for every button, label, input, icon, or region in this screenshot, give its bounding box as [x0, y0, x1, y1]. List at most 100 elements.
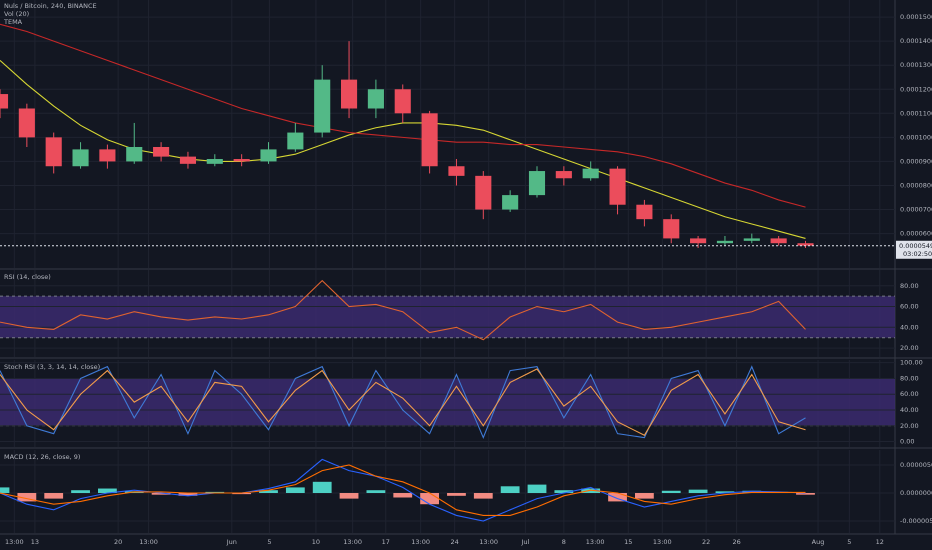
- candle-body: [528, 171, 546, 196]
- histogram-bar: [661, 490, 681, 494]
- x-tick-label: 13:00: [139, 538, 158, 546]
- y-tick-label: 0.00011000: [900, 109, 932, 117]
- x-tick-label: 5: [847, 538, 851, 546]
- x-tick-label: 13:00: [343, 538, 362, 546]
- x-tick-label: Jul: [520, 538, 529, 546]
- y-tick-label: 0.00010000: [900, 133, 932, 141]
- x-tick-label: 15: [624, 538, 632, 546]
- candle-body: [797, 243, 814, 246]
- indicator-line: [0, 458, 806, 522]
- y-tick-label: 0.00: [900, 438, 914, 446]
- candle-body: [421, 113, 438, 167]
- indicator-label: Vol (20): [4, 10, 29, 18]
- y-tick-label: 0.00009000: [900, 157, 932, 165]
- histogram-bar: [473, 493, 493, 499]
- x-tick-label: Aug: [812, 538, 825, 546]
- candle-body: [287, 132, 304, 150]
- candle-body: [45, 137, 62, 167]
- histogram-bar: [688, 489, 708, 494]
- x-tick-label: 13:00: [479, 538, 498, 546]
- candle-body: [126, 146, 143, 162]
- histogram-bar: [796, 493, 815, 495]
- y-tick-label: 0.00000500: [900, 461, 932, 469]
- histogram-bar: [151, 493, 171, 495]
- histogram-bar: [500, 486, 520, 494]
- symbol-title: Nuls / Bitcoin, 240, BINANCE: [4, 2, 97, 10]
- candle-body: [340, 79, 358, 109]
- y-tick-label: 0.00007000: [900, 206, 932, 214]
- candle-body: [743, 238, 760, 241]
- histogram-bar: [0, 487, 10, 494]
- candle-body: [609, 168, 626, 205]
- y-tick-label: 0.00000000: [900, 489, 932, 497]
- histogram-bar: [366, 490, 386, 494]
- histogram-bar: [285, 487, 305, 494]
- x-tick-label: 8: [562, 538, 566, 546]
- histogram-bar: [178, 493, 198, 496]
- x-tick-label: 20: [114, 538, 122, 546]
- histogram-bar: [339, 493, 359, 499]
- candle-body: [314, 79, 331, 133]
- y-tick-label: 0.00013000: [900, 61, 932, 69]
- candle-body: [18, 108, 35, 138]
- x-tick-label: 12: [876, 538, 884, 546]
- candle-body: [179, 156, 197, 164]
- histogram-bar: [98, 488, 117, 494]
- histogram-bar: [232, 493, 252, 495]
- x-tick-label: 13:00: [411, 538, 430, 546]
- y-tick-label: 20.00: [900, 422, 919, 430]
- histogram-bar: [312, 481, 332, 494]
- y-tick-label: 60.00: [900, 390, 919, 398]
- candle-body: [636, 204, 653, 220]
- candle-body: [72, 149, 89, 167]
- candle-body: [153, 146, 170, 157]
- y-tick-label: 0.00012000: [900, 85, 932, 93]
- candle-body: [555, 171, 572, 179]
- histogram-bar: [715, 491, 735, 494]
- indicator-line: [0, 464, 806, 516]
- histogram-bar: [635, 493, 654, 499]
- x-tick-label: 17: [382, 538, 390, 546]
- y-tick-label: 0.00014000: [900, 37, 932, 45]
- y-tick-label: 20.00: [900, 344, 919, 352]
- candle-body: [206, 159, 223, 164]
- candle-body: [0, 94, 9, 109]
- y-tick-label: 100.00: [900, 359, 923, 367]
- x-tick-label: 24: [451, 538, 459, 546]
- pane-title: Stoch RSI (3, 3, 14, 14, close): [4, 363, 100, 371]
- y-tick-label: -0.00000500: [900, 517, 932, 525]
- histogram-bar: [527, 484, 547, 494]
- x-tick-label: Jun: [226, 538, 237, 546]
- histogram-bar: [420, 493, 439, 505]
- candle-body: [394, 89, 411, 114]
- band-fill: [0, 296, 895, 338]
- indicator-line: [0, 23, 806, 208]
- candle-body: [582, 168, 599, 179]
- y-tick-label: 40.00: [900, 323, 919, 331]
- y-tick-label: 0.00006000: [900, 230, 932, 238]
- last-price-label: 0.00005494: [899, 242, 932, 250]
- histogram-bar: [608, 493, 627, 502]
- candle-body: [367, 89, 384, 109]
- y-tick-label: 0.00008000: [900, 181, 932, 189]
- indicator-label: TEMA: [3, 18, 23, 26]
- candle-body: [260, 149, 277, 162]
- candle-body: [99, 149, 116, 162]
- x-tick-label: 13: [31, 538, 39, 546]
- x-tick-label: 5: [267, 538, 271, 546]
- x-tick-label: 10: [312, 538, 320, 546]
- y-tick-label: 80.00: [900, 374, 919, 382]
- histogram-bar: [554, 490, 574, 494]
- x-tick-label: 26: [732, 538, 740, 546]
- histogram-bar: [259, 490, 278, 494]
- countdown-label: 03:02:50: [903, 250, 932, 258]
- histogram-bar: [44, 493, 64, 499]
- candle-body: [448, 166, 465, 176]
- candle-body: [663, 219, 680, 239]
- histogram-bar: [17, 493, 37, 502]
- indicator-line: [0, 279, 806, 341]
- candle-body: [770, 238, 787, 244]
- candle-body: [690, 238, 707, 244]
